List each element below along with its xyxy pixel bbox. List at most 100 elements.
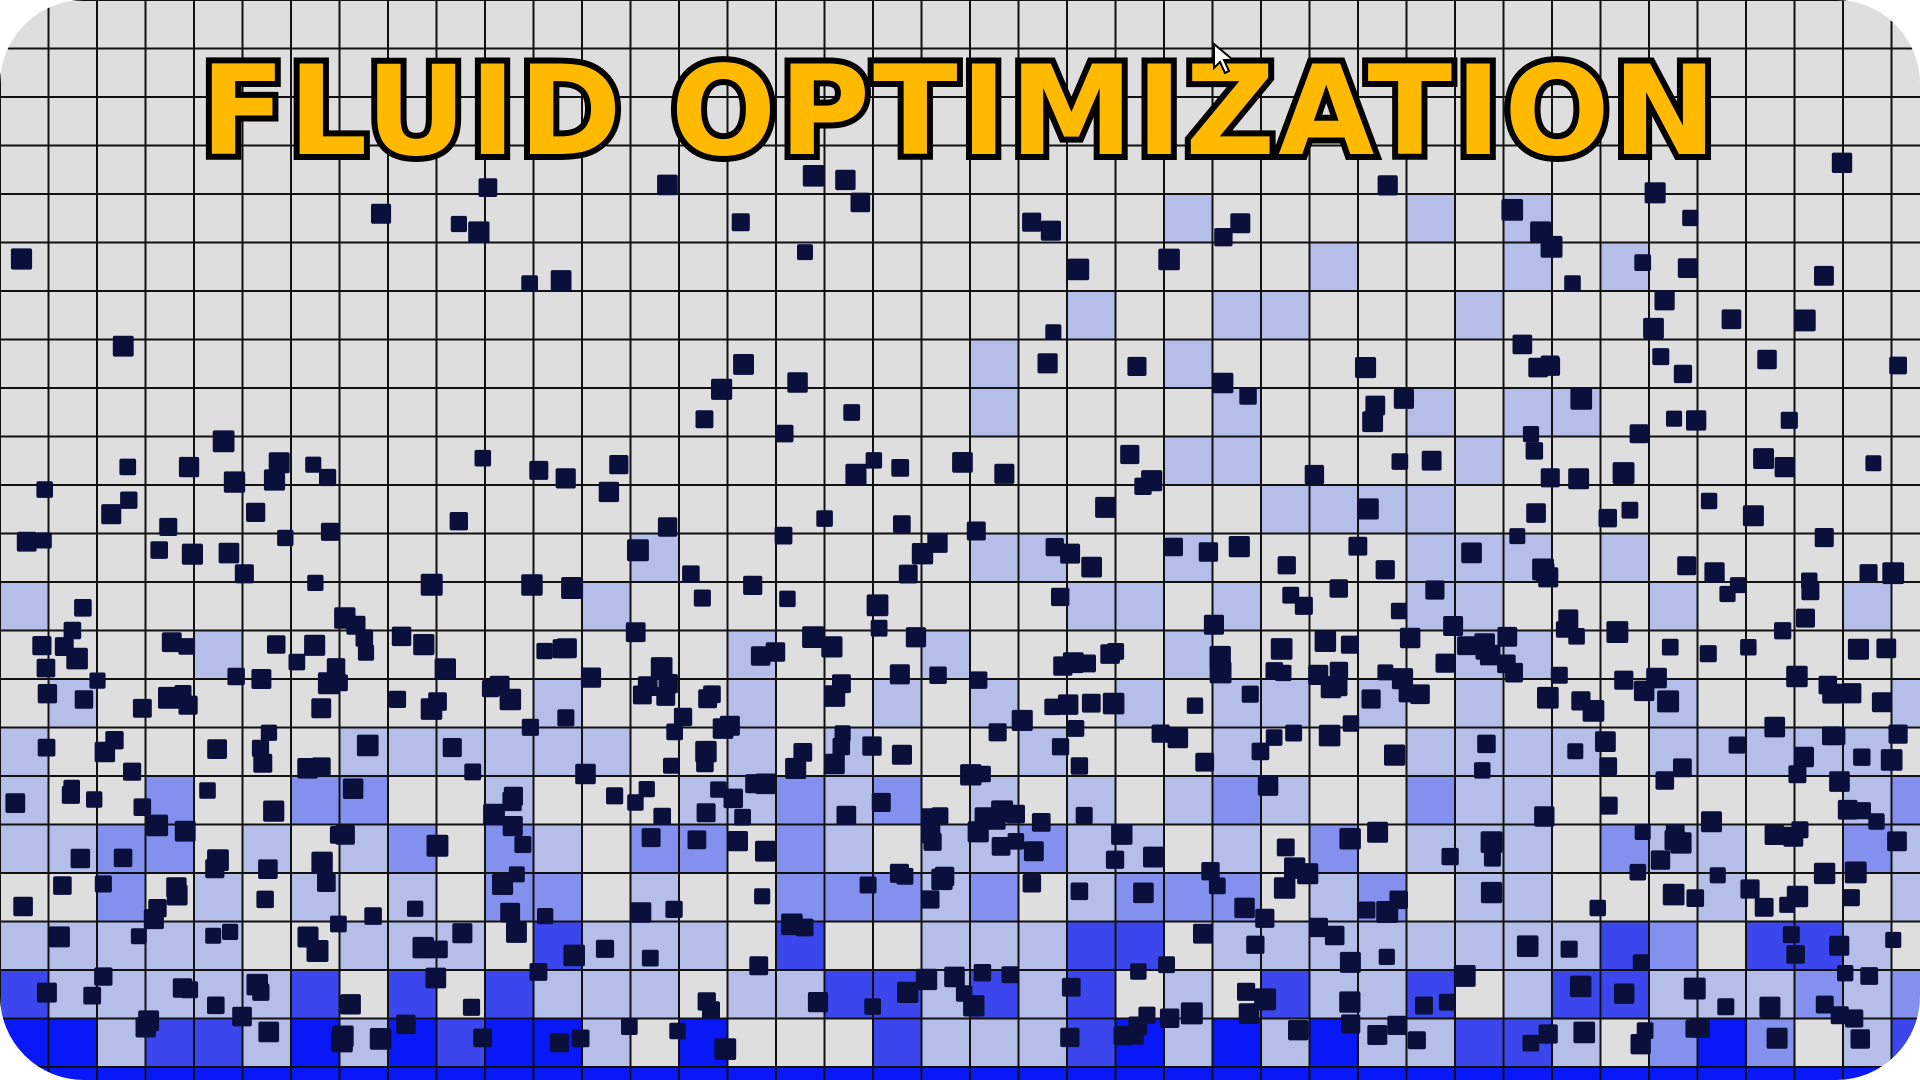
square-particle-icon [1882,562,1905,585]
square-particle-icon [506,922,527,943]
square-particle-icon [1644,182,1666,204]
grid-line-vertical [0,0,1,1080]
square-particle-icon [1045,538,1064,557]
square-particle-icon [1742,505,1764,527]
square-particle-icon [396,1014,416,1035]
fluid-cell [970,339,1019,388]
square-particle-icon [63,779,80,797]
fluid-cell [727,970,776,1019]
square-particle-icon [391,626,412,647]
fluid-cell [1358,1067,1407,1080]
square-particle-icon [1339,991,1361,1013]
square-particle-icon [1865,455,1882,472]
square-particle-icon [627,539,649,562]
square-particle-icon [150,541,168,559]
square-particle-icon [1564,275,1581,292]
square-particle-icon [251,739,270,757]
square-particle-icon [1358,901,1376,919]
square-particle-icon [178,456,200,478]
square-particle-icon [1075,806,1093,824]
fluid-cell [1164,630,1213,679]
square-particle-icon [503,786,523,806]
square-particle-icon [1285,724,1303,742]
square-particle-icon [1474,762,1491,779]
square-particle-icon [1704,562,1725,583]
square-particle-icon [256,890,274,909]
grid-line-vertical [1551,0,1553,1080]
thumbnail-title: FLUID OPTIMIZATION [195,40,1723,184]
square-particle-icon [89,672,106,689]
square-particle-icon [1786,665,1808,688]
square-particle-icon [1686,410,1707,431]
square-particle-icon [101,504,122,525]
square-particle-icon [1441,847,1459,866]
square-particle-icon [442,738,462,758]
square-particle-icon [834,725,851,742]
square-particle-icon [1774,622,1792,640]
square-particle-icon [1339,951,1361,973]
square-particle-icon [464,763,482,781]
square-particle-icon [816,510,833,527]
square-particle-icon [638,781,655,798]
grid-line-vertical [1066,0,1068,1080]
square-particle-icon [696,803,716,823]
square-particle-icon [1629,863,1647,881]
fluid-cell [1843,582,1892,631]
square-particle-icon [1826,726,1846,746]
square-particle-icon [1257,775,1279,796]
square-particle-icon [1887,831,1907,852]
square-particle-icon [132,698,152,718]
square-particle-icon [666,723,683,741]
grid-line-vertical [1260,0,1262,1080]
square-particle-icon [595,939,615,958]
square-particle-icon [1652,348,1670,366]
square-particle-icon [733,354,754,375]
fluid-cell [1455,776,1504,825]
fluid-cell [1843,921,1892,970]
square-particle-icon [621,1018,638,1035]
square-particle-icon [598,481,620,503]
square-particle-icon [181,981,199,999]
square-particle-icon [1522,426,1540,443]
square-particle-icon [1255,908,1275,928]
fluid-cell [1503,727,1552,776]
square-particle-icon [1614,670,1634,690]
square-particle-icon [207,996,225,1015]
fluid-cell [776,776,825,825]
fluid-cell [582,582,631,631]
fluid-cell [921,1067,970,1080]
square-particle-icon [1159,1008,1180,1028]
grid-line-vertical [581,0,583,1080]
square-particle-icon [1143,846,1164,868]
fluid-cell [1212,824,1261,873]
fluid-cell [1406,727,1455,776]
square-particle-icon [1782,926,1800,944]
square-particle-icon [1876,638,1897,659]
square-particle-icon [1107,643,1125,660]
fluid-cell [1406,921,1455,970]
square-particle-icon [1318,724,1341,747]
square-particle-icon [1053,656,1073,676]
fluid-cell [1455,1067,1504,1080]
fluid-cell [1455,436,1504,485]
square-particle-icon [1788,765,1807,784]
square-particle-icon [606,787,624,805]
fluid-cell [873,1018,922,1067]
fluid-density-cells [0,194,1920,1080]
square-particle-icon [1525,442,1544,460]
square-particle-icon [774,526,793,545]
square-particle-icon [304,634,326,656]
fluid-cell [291,970,340,1019]
fluid-cell [1406,1067,1455,1080]
grid-line-horizontal [0,47,1920,50]
square-particle-icon [223,471,246,493]
square-particle-icon [1251,742,1270,761]
fluid-cell [1891,1018,1920,1067]
square-particle-icon [86,791,103,808]
square-particle-icon [775,424,794,443]
fluid-cell [1503,970,1552,1019]
square-particle-icon [500,902,521,923]
fluid-cell [582,970,631,1019]
square-particle-icon [1193,923,1213,944]
square-particle-icon [326,658,346,677]
